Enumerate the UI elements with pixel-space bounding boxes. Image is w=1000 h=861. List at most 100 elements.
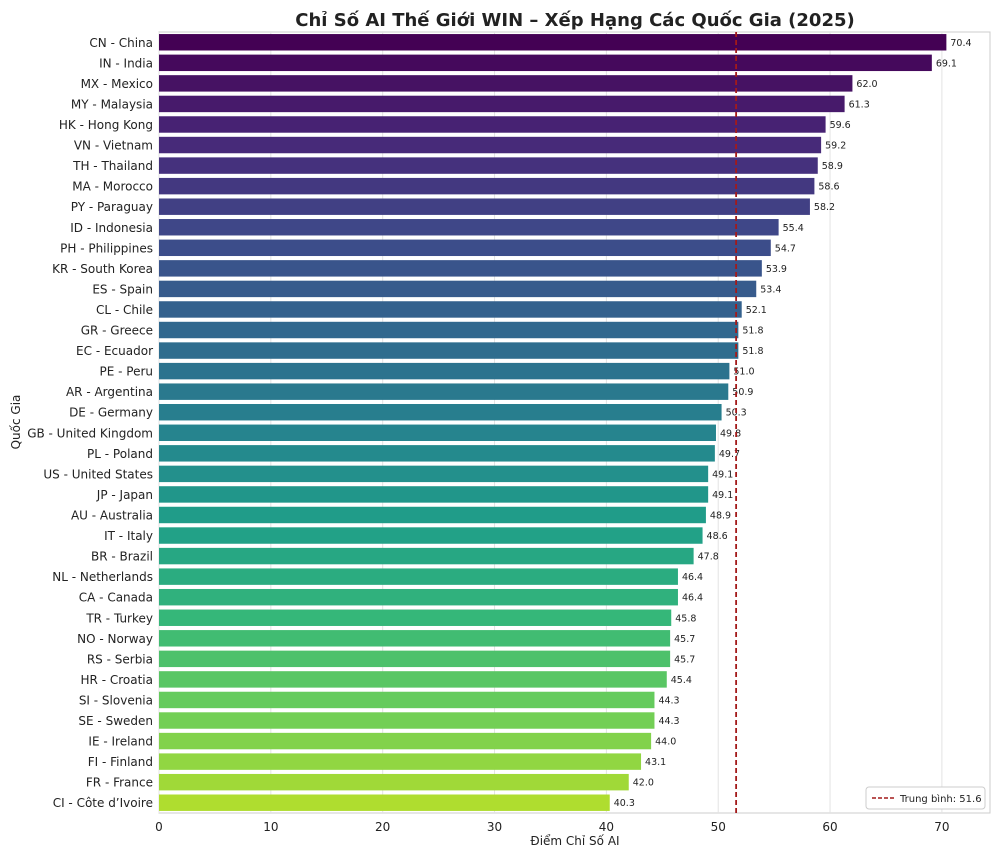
y-tick-label: EC - Ecuador [76, 344, 153, 358]
bar-value-label: 51.8 [742, 326, 763, 337]
bar [159, 301, 742, 318]
bar-value-label: 51.8 [742, 346, 763, 357]
y-tick-label: CL - Chile [96, 303, 153, 317]
bar-value-label: 48.6 [707, 531, 728, 542]
bar [159, 732, 652, 750]
x-tick-label: 0 [155, 820, 163, 834]
y-tick-label: SE - Sweden [78, 714, 153, 728]
bar [159, 445, 715, 462]
bar-value-label: 61.3 [849, 99, 870, 110]
bar-value-label: 58.2 [814, 202, 835, 213]
bar-value-label: 46.4 [682, 572, 703, 583]
y-tick-label: PY - Paraguay [71, 200, 153, 214]
bar-value-label: 49.7 [719, 449, 740, 460]
y-axis-label: Quốc Gia [9, 395, 23, 450]
bar-value-label: 45.8 [675, 613, 696, 624]
bar-value-label: 52.1 [746, 305, 767, 316]
x-tick-label: 70 [934, 820, 949, 834]
bar [159, 527, 703, 544]
bar [159, 239, 771, 257]
bar-value-label: 44.3 [658, 716, 679, 727]
bar [159, 630, 671, 647]
bar [159, 753, 642, 770]
y-tick-label: CI - Côte d’Ivoire [53, 796, 153, 810]
y-tick-label: US - United States [43, 467, 153, 481]
x-tick-label: 40 [599, 820, 614, 834]
bar [159, 691, 655, 709]
y-tick-label: HK - Hong Kong [59, 118, 153, 132]
bar [159, 568, 678, 585]
y-tick-label: AU - Australia [71, 508, 153, 522]
y-tick-label: TR - Turkey [85, 611, 153, 625]
legend: Trung bình: 51.6 [865, 786, 986, 810]
bar [159, 609, 672, 626]
bar [159, 773, 629, 791]
y-tick-label: IT - Italy [104, 529, 153, 543]
y-tick-label: PH - Philippines [60, 241, 153, 255]
bar [159, 34, 947, 51]
bar-value-label: 45.7 [674, 654, 695, 665]
bar [159, 465, 709, 483]
bar [159, 116, 826, 133]
bar-value-label: 42.0 [633, 778, 654, 789]
bar-value-label: 45.7 [674, 634, 695, 645]
y-tick-label: RS - Serbia [87, 652, 153, 666]
bar [159, 177, 815, 195]
bar [159, 794, 610, 811]
bar [159, 157, 818, 174]
y-tick-label: ID - Indonesia [70, 221, 153, 235]
x-tick-label: 10 [263, 820, 278, 834]
bar [159, 424, 716, 441]
y-tick-label: SI - Slovenia [79, 693, 153, 707]
bar [159, 342, 739, 359]
legend-mean-label: Trung bình: 51.6 [899, 793, 982, 805]
bar-value-label: 62.0 [856, 79, 877, 90]
y-tick-label: BR - Brazil [91, 550, 153, 564]
bar [159, 362, 730, 380]
bar-value-label: 49.1 [712, 490, 733, 501]
x-tick-label: 30 [487, 820, 502, 834]
x-axis-label: Điểm Chỉ Số AI [530, 834, 619, 848]
y-tick-label: JP - Japan [96, 488, 153, 502]
y-tick-label: NL - Netherlands [52, 570, 153, 584]
bar-value-label: 40.3 [614, 798, 635, 809]
bar [159, 260, 762, 277]
bar-value-label: 69.1 [936, 58, 957, 69]
bar [159, 486, 709, 503]
bar [159, 712, 655, 729]
chart-title: Chỉ Số AI Thế Giới WIN – Xếp Hạng Các Qu… [295, 10, 854, 31]
bar-value-label: 45.4 [671, 675, 692, 686]
y-tick-label: HR - Croatia [81, 673, 153, 687]
bar-value-label: 55.4 [783, 223, 804, 234]
bar [159, 506, 706, 524]
bar [159, 321, 739, 339]
y-tick-label: IE - Ireland [88, 735, 153, 749]
y-tick-label: AR - Argentina [66, 385, 153, 399]
bar-value-label: 58.6 [818, 182, 839, 193]
bar [159, 383, 729, 400]
bar-value-label: 49.8 [720, 428, 741, 439]
bar-value-label: 59.6 [830, 120, 851, 131]
y-tick-label: GR - Greece [81, 324, 153, 338]
y-tick-label: ES - Spain [92, 282, 153, 296]
legend-box [865, 786, 986, 810]
bar [159, 198, 810, 215]
bar-value-label: 47.8 [698, 552, 719, 563]
y-tick-label: MY - Malaysia [71, 97, 153, 111]
bar-value-label: 58.9 [822, 161, 843, 172]
y-tick-label: TH - Thailand [72, 159, 153, 173]
y-tick-label: PE - Peru [99, 365, 153, 379]
bar [159, 75, 853, 92]
bar-value-label: 59.2 [825, 141, 846, 152]
bar-value-label: 46.4 [682, 593, 703, 604]
bar [159, 547, 694, 565]
y-tick-label: IN - India [99, 56, 153, 70]
bar [159, 650, 671, 668]
y-tick-label: VN - Vietnam [74, 139, 153, 153]
y-tick-label: KR - South Korea [52, 262, 153, 276]
bar-value-label: 53.4 [760, 284, 781, 295]
y-tick-label: MA - Morocco [72, 180, 153, 194]
bar [159, 136, 822, 154]
